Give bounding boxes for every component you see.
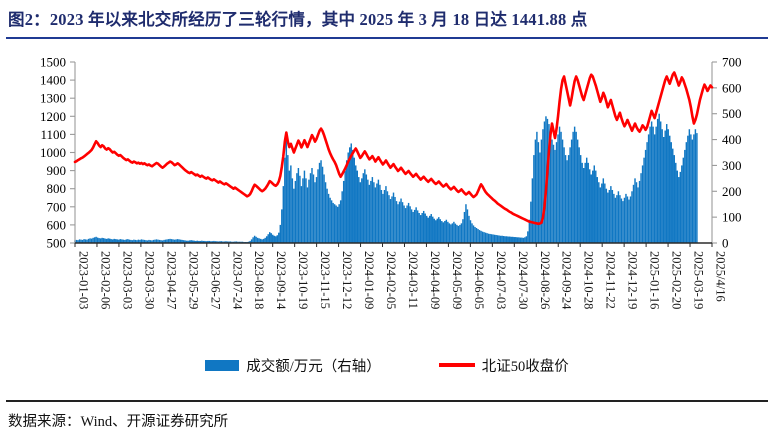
svg-text:2023-11-15: 2023-11-15 [318, 251, 332, 309]
svg-text:2024-02-05: 2024-02-05 [384, 251, 398, 309]
svg-text:2024-08-26: 2024-08-26 [538, 251, 552, 309]
svg-text:800: 800 [47, 181, 67, 196]
legend-bar-swatch-icon [205, 359, 240, 371]
svg-text:2024-10-28: 2024-10-28 [582, 251, 596, 309]
svg-text:2024-03-11: 2024-03-11 [406, 251, 420, 309]
page-title: 图2：2023 年以来北交所经历了三轮行情，其中 2025 年 3 月 18 日… [8, 10, 588, 29]
svg-text:2023-07-24: 2023-07-24 [230, 251, 244, 310]
svg-text:2023-06-27: 2023-06-27 [208, 251, 222, 309]
svg-text:2025-01-16: 2025-01-16 [648, 251, 662, 309]
svg-text:700: 700 [722, 55, 742, 70]
chart-plot-area: 500 600 700 800 900 1000 1100 1200 1300 1400 1500 0… [0, 44, 774, 344]
svg-text:1500: 1500 [40, 55, 66, 70]
svg-text:2024-06-05: 2024-06-05 [472, 251, 486, 309]
figure-title-bar: 图2：2023 年以来北交所经历了三轮行情，其中 2025 年 3 月 18 日… [0, 0, 774, 44]
svg-text:2024-07-30: 2024-07-30 [516, 251, 530, 309]
svg-text:2023-03-30: 2023-03-30 [142, 251, 156, 309]
legend-item-volume[interactable]: 成交额/万元（右轴） [205, 355, 381, 376]
svg-text:2023-10-19: 2023-10-19 [296, 251, 310, 309]
legend-label-volume: 成交额/万元（右轴） [246, 358, 381, 375]
svg-text:1100: 1100 [40, 127, 66, 142]
svg-text:700: 700 [47, 199, 67, 214]
svg-text:2023-02-06: 2023-02-06 [98, 251, 112, 309]
svg-text:2023-04-27: 2023-04-27 [164, 251, 178, 309]
svg-text:1400: 1400 [40, 73, 66, 88]
svg-text:200: 200 [722, 184, 742, 199]
axes: 500 600 700 800 900 1000 1100 1200 1300 1400 1500 0… [40, 55, 742, 251]
svg-text:2023-09-14: 2023-09-14 [274, 251, 288, 310]
title-divider [6, 37, 768, 39]
chart-svg: 500 600 700 800 900 1000 1100 1200 1300 1400 1500 0… [40, 55, 742, 311]
svg-text:100: 100 [722, 210, 742, 225]
svg-text:1000: 1000 [40, 145, 66, 160]
svg-text:600: 600 [47, 217, 67, 232]
legend-item-price[interactable]: 北证50收盘价 [438, 355, 569, 376]
svg-text:2024-11-22: 2024-11-22 [604, 251, 618, 309]
legend-label-price: 北证50收盘价 [481, 358, 569, 375]
legend-line-swatch-icon [438, 363, 475, 367]
svg-text:2024-01-09: 2024-01-09 [362, 251, 376, 309]
svg-text:2023-05-29: 2023-05-29 [186, 251, 200, 309]
svg-text:1200: 1200 [40, 109, 66, 124]
svg-text:900: 900 [47, 163, 67, 178]
svg-text:1300: 1300 [40, 91, 66, 106]
svg-text:500: 500 [47, 236, 67, 251]
footer-divider [6, 400, 768, 402]
svg-text:2023-03-03: 2023-03-03 [120, 251, 134, 309]
svg-text:2024-09-24: 2024-09-24 [560, 251, 574, 310]
data-source-note: 数据来源：Wind、开源证券研究所 [8, 414, 229, 430]
volume-bars [74, 113, 698, 244]
svg-text:600: 600 [722, 80, 742, 95]
svg-text:2025/4/16: 2025/4/16 [714, 251, 728, 302]
svg-text:2024-04-09: 2024-04-09 [428, 251, 442, 309]
svg-text:400: 400 [722, 132, 742, 147]
svg-text:2025-02-20: 2025-02-20 [670, 251, 684, 309]
svg-text:2023-01-03: 2023-01-03 [77, 251, 91, 309]
svg-text:2023-08-18: 2023-08-18 [252, 251, 266, 309]
x-axis-labels: 2023-01-03 2023-02-06 2023-03-03 2023-03-30… [74, 243, 728, 310]
svg-text:0: 0 [722, 236, 729, 251]
svg-text:2024-07-03: 2024-07-03 [494, 251, 508, 309]
svg-text:2024-12-19: 2024-12-19 [626, 251, 640, 309]
price-line [73, 71, 714, 226]
svg-text:2025-03-19: 2025-03-19 [692, 251, 706, 309]
svg-text:500: 500 [722, 106, 742, 121]
svg-text:300: 300 [722, 158, 742, 173]
chart-legend: 成交额/万元（右轴） 北证50收盘价 [0, 352, 774, 378]
svg-text:2024-05-09: 2024-05-09 [450, 251, 464, 309]
svg-text:2023-12-12: 2023-12-12 [340, 251, 354, 309]
